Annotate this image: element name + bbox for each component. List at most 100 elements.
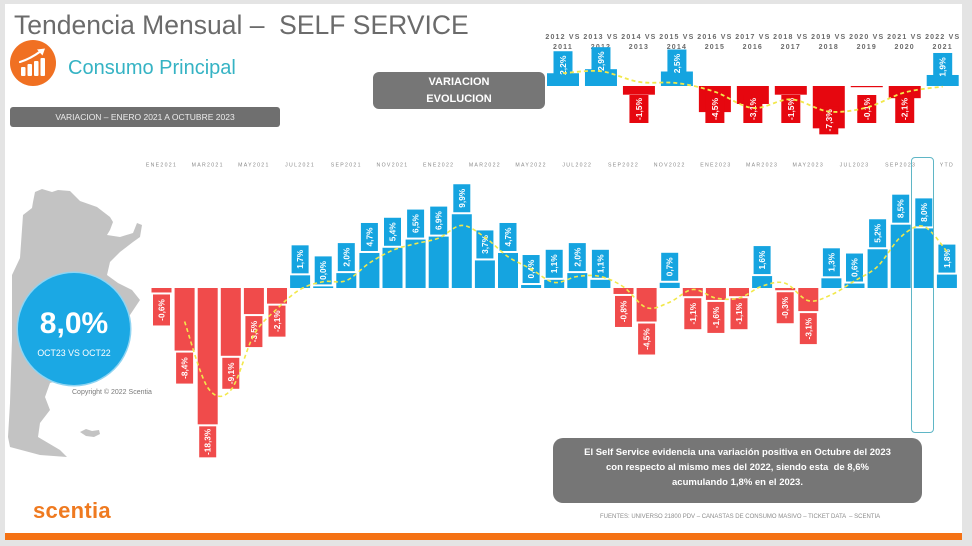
kpi-circle: 8,0% OCT23 VS OCT22 (18, 273, 130, 385)
month-value-label: 5,2% (873, 223, 883, 243)
month-value-box (176, 352, 194, 384)
month-trend-line (183, 224, 948, 398)
month-value-box (545, 249, 563, 278)
month-value-box (499, 222, 517, 251)
annual-value-box (933, 52, 953, 81)
month-bar (197, 288, 218, 425)
summary-line: El Self Service evidencia una variación … (584, 447, 891, 458)
month-value-box (892, 194, 910, 223)
month-value-label: -1,6% (711, 306, 721, 328)
malvinas-islands-shape (80, 429, 100, 437)
copyright-text: Copyright © 2022 Scentia (72, 389, 152, 396)
growth-bar-chart-icon (10, 40, 56, 86)
page-title: Tendencia Mensual – SELF SERVICE (14, 10, 469, 40)
month-axis-label: MAY2021 (238, 163, 270, 169)
annual-category-label: 2019 VS (811, 34, 846, 41)
month-value-label: -3,5% (249, 320, 259, 342)
month-axis-label: SEP2023 (885, 163, 916, 169)
month-value-box (730, 298, 748, 330)
month-value-box (846, 253, 863, 282)
annual-value-label: -0,1% (862, 97, 872, 120)
month-value-label: -9,1% (226, 362, 236, 384)
month-axis-label: ENE2023 (700, 163, 731, 169)
month-value-label: 4,7% (364, 227, 374, 247)
month-bar (890, 224, 911, 288)
month-value-box (314, 256, 332, 285)
annual-category-label: 2014 VS (621, 34, 656, 41)
month-bar (474, 260, 495, 288)
month-value-label: 3,7% (480, 234, 490, 254)
annual-category-label: 2016 (743, 44, 763, 51)
month-value-label: 1,3% (826, 252, 836, 272)
month-value-box (384, 217, 401, 246)
annual-value-box (781, 95, 801, 123)
month-value-box (591, 249, 609, 278)
annual-value-label: -1,5% (634, 97, 644, 120)
month-axis-label: JUL2022 (562, 163, 592, 169)
month-value-label: 1,7% (295, 249, 305, 269)
month-bar (636, 288, 657, 322)
month-bar (313, 286, 334, 288)
annual-category-label: 2019 (857, 44, 877, 51)
month-value-label: 1,1% (595, 254, 605, 274)
annual-value-label: 1,9% (938, 57, 948, 77)
evolution-badge-line: EVOLUCION (426, 93, 492, 105)
annual-trend-line (562, 69, 943, 113)
month-axis-label: NOV2021 (377, 163, 409, 169)
month-value-label: -0,6% (157, 299, 167, 321)
kpi-value: 8,0% (39, 307, 109, 340)
month-bar (844, 283, 865, 288)
month-value-label: -2,1% (272, 310, 282, 332)
month-bar (682, 288, 703, 297)
annual-category-label: 2021 VS (887, 34, 922, 41)
month-value-box (568, 243, 586, 272)
month-bar (267, 288, 287, 304)
month-axis-label: MAY2022 (515, 163, 547, 169)
month-value-label: 2,0% (572, 247, 582, 267)
month-value-box (268, 305, 286, 337)
month-value-box (360, 222, 378, 251)
month-axis-label: SEP2021 (331, 163, 362, 169)
month-value-label: 1,6% (757, 250, 767, 270)
month-value-label: -4,5% (642, 328, 652, 350)
annual-bar (774, 86, 807, 95)
annual-value-label: -1,5% (786, 97, 796, 120)
annual-category-label: 2013 VS (583, 34, 618, 41)
month-value-label: 0,0% (318, 260, 328, 280)
bottom-accent-bar (5, 533, 962, 540)
month-value-label: 9,9% (457, 188, 467, 208)
annual-category-label: 2021 (933, 44, 953, 51)
month-bar (659, 282, 680, 288)
highlighted-month-frame (911, 157, 934, 433)
month-value-box (337, 243, 355, 272)
period-badge: VARIACION – ENERO 2021 A OCTUBRE 2023 (10, 107, 280, 127)
month-value-box (938, 244, 956, 273)
annual-value-box (705, 95, 725, 123)
month-axis-label: YTD (940, 163, 954, 169)
annual-value-box (667, 49, 687, 78)
annual-value-box (591, 47, 611, 76)
annual-category-label: 2011 (553, 44, 573, 51)
month-axis-labels: ENE2021 MAR2021 MAY2021 JUL2021 SEP2021 NOV20… (146, 163, 954, 169)
month-value-label: -8,4% (180, 357, 190, 379)
kpi-label: OCT23 VS OCT22 (37, 348, 111, 358)
sources-footnote: FUENTES: UNIVERSO 21800 PDV – CANASTAS D… (600, 514, 881, 520)
summary-line: con respecto al mismo mes del 2022, sien… (606, 462, 869, 473)
month-bar (567, 273, 588, 288)
month-value-label: 0,7% (665, 257, 675, 277)
month-value-box (615, 295, 632, 327)
month-axis-label: MAR2021 (192, 163, 224, 169)
month-axis-label: JUL2021 (285, 163, 315, 169)
month-bar (913, 228, 934, 288)
month-value-box (199, 426, 217, 458)
month-value-label: 8,5% (896, 199, 906, 219)
annual-value-box (819, 106, 839, 135)
month-value-label: -1,1% (688, 302, 698, 324)
month-axis-label: NOV2022 (654, 163, 686, 169)
month-bar (775, 288, 796, 291)
month-axis-label: JUL2023 (840, 163, 870, 169)
month-bar (705, 288, 726, 300)
month-value-box (453, 184, 471, 213)
